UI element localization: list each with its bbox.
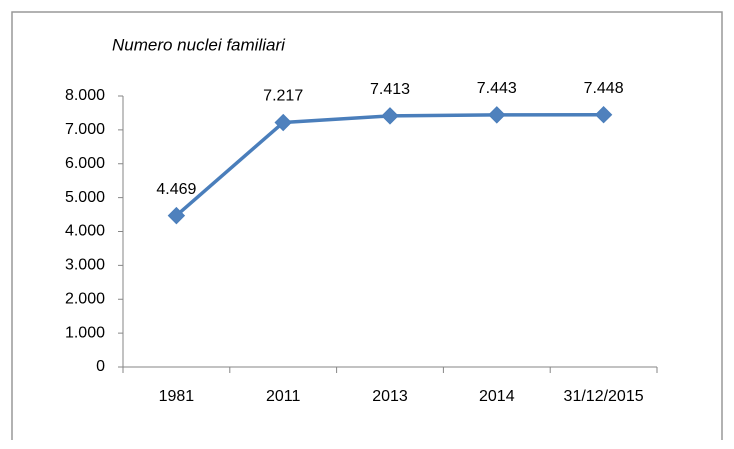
x-tick-label: 2011 [266,388,301,405]
y-tick-label: 8.000 [65,87,105,104]
data-label: 7.217 [263,88,303,105]
data-line [175,112,604,217]
frame [11,11,723,440]
marker [381,107,399,125]
data-label: 7.443 [477,80,517,97]
y-tick-label: 2.000 [65,290,105,307]
y-tick-label: 0 [96,358,105,375]
x-tick-label: 1981 [159,388,195,405]
y-tick-label: 4.000 [65,223,105,240]
y-tick-label: 6.000 [65,155,105,172]
y-tick-label: 5.000 [65,189,105,206]
marker [488,106,506,124]
x-tick-label: 31/12/2015 [564,388,644,405]
data-label: 7.413 [370,81,410,98]
chart-title: Numero nuclei familiari [112,35,286,54]
x-tick-label: 2014 [479,388,515,405]
data-label: 7.448 [584,80,624,97]
marker [594,105,613,124]
marker [274,113,292,132]
x-tick-label: 2013 [372,388,408,405]
y-tick-label: 1.000 [65,324,105,341]
y-tick-label: 7.000 [65,121,105,138]
y-tick-label: 3.000 [65,257,105,274]
marker [167,206,186,225]
data-label: 4.469 [156,181,196,198]
